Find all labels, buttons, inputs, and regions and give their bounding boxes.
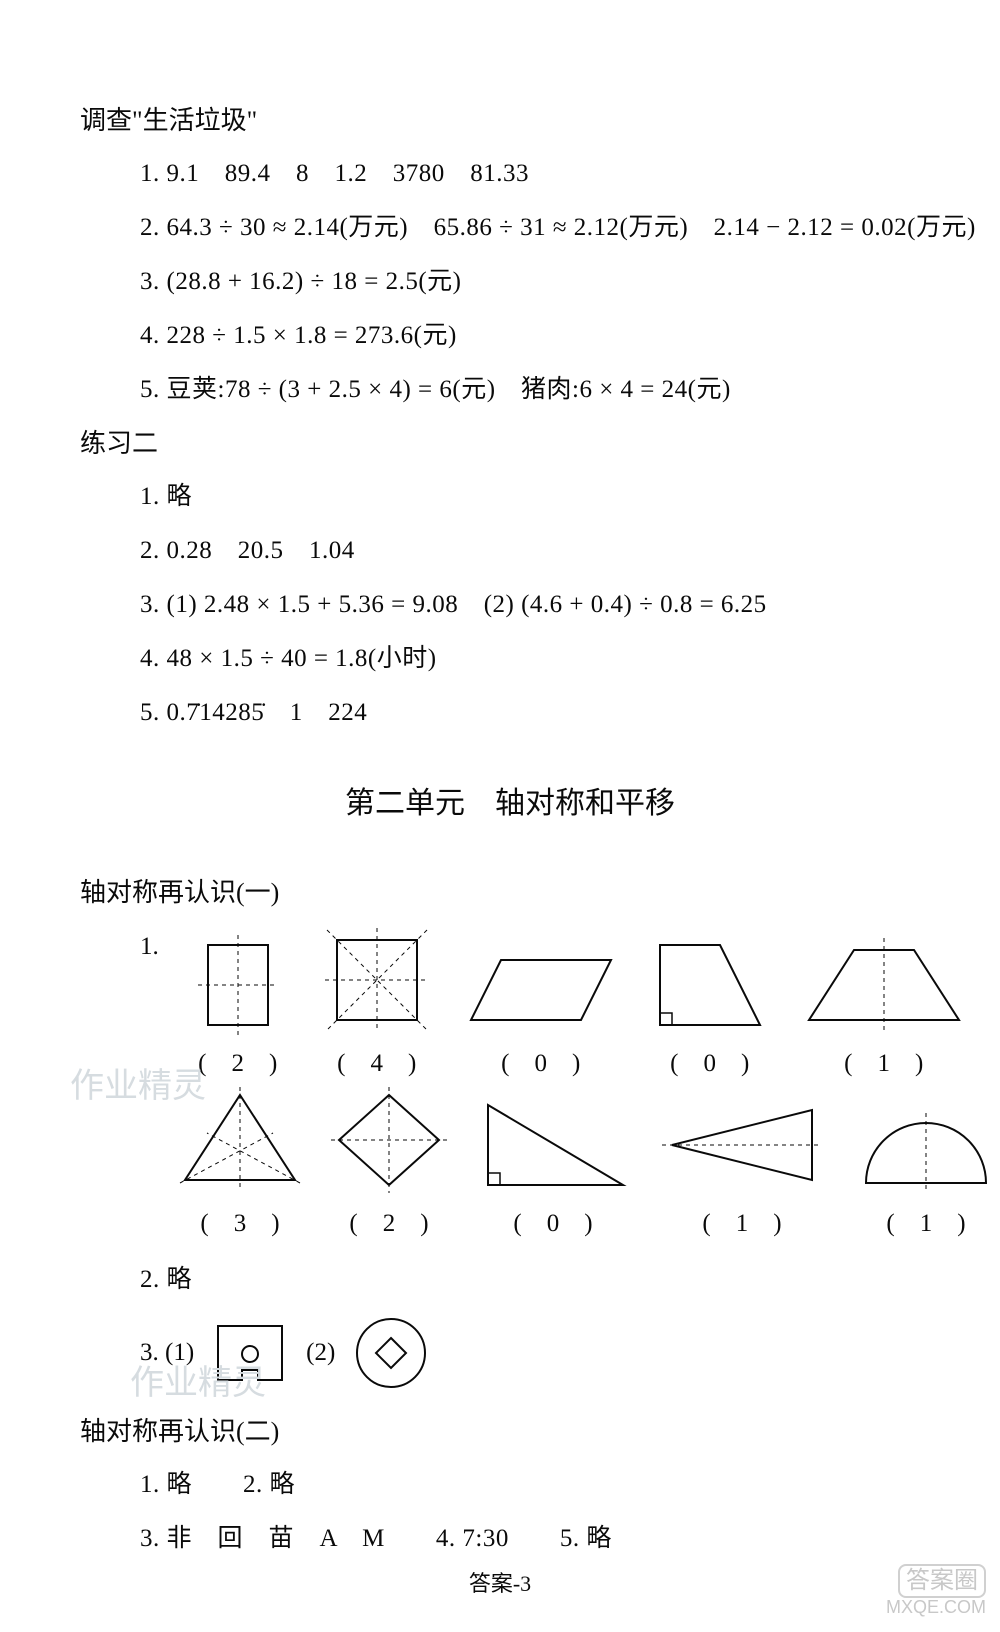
shape-caption: ( 3 )	[200, 1203, 279, 1239]
shape-caption: ( 0 )	[501, 1043, 580, 1079]
q1-label: 1.	[140, 933, 159, 961]
shape-right-triangle: ( 0 )	[473, 1095, 633, 1239]
section-d-title: 轴对称再认识(二)	[80, 1411, 940, 1448]
shape-equilateral-triangle: ( 3 )	[175, 1085, 305, 1239]
section-a-item: 1. 9.1 89.4 8 1.2 3780 81.33	[140, 153, 940, 189]
section-a-item: 5. 豆荚:78 ÷ (3 + 2.5 × 4) = 6(元) 猪肉:6 × 4…	[140, 369, 940, 405]
shape-caption: ( 1 )	[886, 1203, 965, 1239]
section-b-item: 1. 略	[140, 476, 940, 512]
shapes-row-1: 1. ( 2 ) ( 4 ) (	[140, 925, 940, 1079]
section-a-item: 3. (28.8 + 16.2) ÷ 18 = 2.5(元)	[140, 261, 940, 297]
section-d-item: 3. 非 回 苗 A M 4. 7:30 5. 略	[140, 1518, 940, 1554]
watermark-logo-top: 答案圈	[898, 1564, 986, 1598]
shape-caption: ( 2 )	[349, 1203, 428, 1239]
section-a-title: 调查"生活垃圾"	[80, 100, 940, 137]
section-b-item: 2. 0.28 20.5 1.04	[140, 530, 940, 566]
shape-rectangle: ( 2 )	[183, 935, 293, 1079]
shape-square: ( 4 )	[317, 925, 437, 1079]
section-b-title: 练习二	[80, 423, 940, 460]
watermark-logo-bottom: MXQE.COM	[886, 1598, 986, 1618]
shape-caption: ( 1 )	[844, 1043, 923, 1079]
page-footer: 答案-3	[0, 1566, 1000, 1598]
shape-parallelogram: ( 0 )	[461, 945, 621, 1079]
shape-right-trapezoid: ( 0 )	[645, 935, 775, 1079]
shape-caption: ( 0 )	[670, 1043, 749, 1079]
section-c-q3: 3. (1) (2)	[140, 1313, 940, 1393]
shape-rhombus: ( 2 )	[329, 1085, 449, 1239]
shape-caption: ( 1 )	[702, 1203, 781, 1239]
q3-mid: (2)	[306, 1339, 335, 1367]
shapes-row-2: ( 3 ) ( 2 ) ( 0 ) ( 1 )	[175, 1085, 940, 1239]
shape-caption: ( 2 )	[198, 1043, 277, 1079]
shape-circle-diamond	[351, 1313, 431, 1393]
shape-semicircle: ( 1 )	[851, 1105, 1000, 1239]
section-d-item: 1. 略 2. 略	[140, 1464, 940, 1500]
shape-caption: ( 0 )	[513, 1203, 592, 1239]
shape-caption: ( 4 )	[337, 1043, 416, 1079]
section-b-item: 5. 0.7̇14285̇ 1 224	[140, 692, 940, 728]
section-b-item: 4. 48 × 1.5 ÷ 40 = 1.8(小时)	[140, 638, 940, 674]
q3-label: 3. (1)	[140, 1339, 194, 1367]
section-a-item: 2. 64.3 ÷ 30 ≈ 2.14(万元) 65.86 ÷ 31 ≈ 2.1…	[140, 207, 940, 243]
unit-title: 第二单元 轴对称和平移	[80, 778, 940, 822]
section-b-item: 3. (1) 2.48 × 1.5 + 5.36 = 9.08 (2) (4.6…	[140, 584, 940, 620]
shape-notched-square	[210, 1318, 290, 1388]
shape-isosceles-triangle-left: ( 1 )	[657, 1095, 827, 1239]
watermark-logo: 答案圈 MXQE.COM	[886, 1564, 986, 1618]
section-a-item: 4. 228 ÷ 1.5 × 1.8 = 273.6(元)	[140, 315, 940, 351]
section-c-title: 轴对称再认识(一)	[80, 872, 940, 909]
shape-isosceles-trapezoid: ( 1 )	[799, 935, 969, 1079]
section-c-q2: 2. 略	[140, 1259, 940, 1295]
